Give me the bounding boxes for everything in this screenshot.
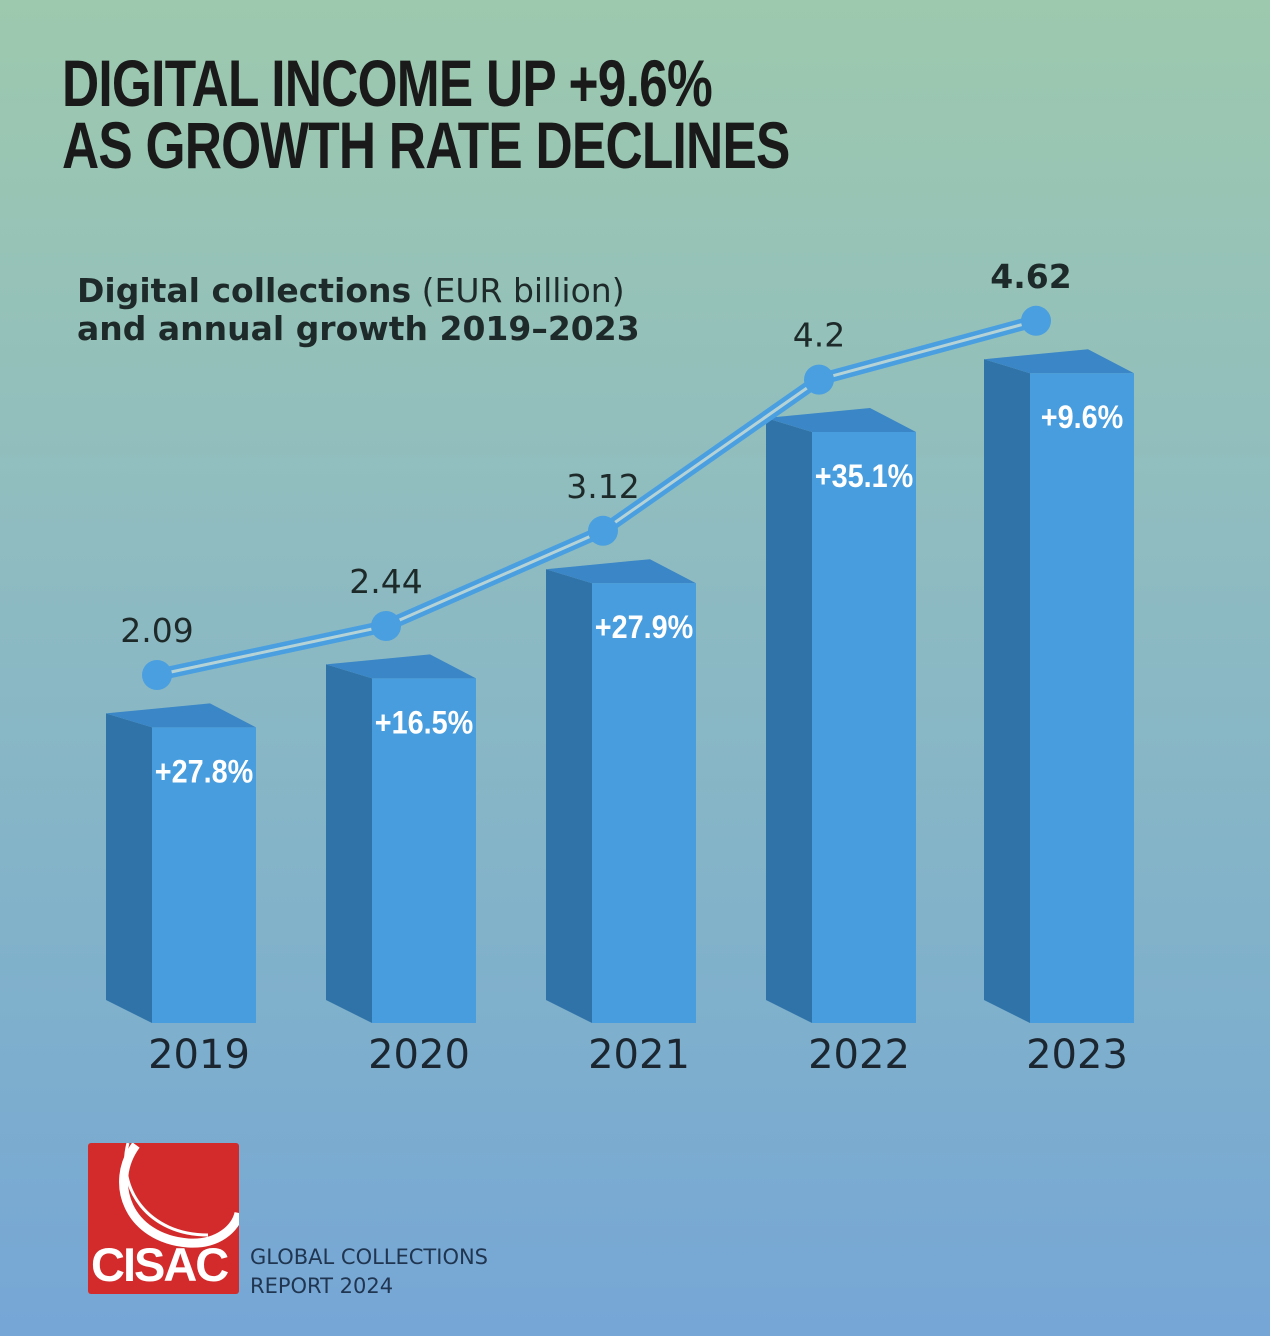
x-tick-label: 2020	[368, 1032, 470, 1078]
growth-label: +27.9%	[595, 610, 693, 646]
bar-top	[546, 559, 696, 584]
data-label: 2.09	[120, 611, 193, 650]
subtitle-unit: (EUR billion)	[411, 271, 625, 310]
data-label: 2.44	[349, 562, 422, 601]
bar-side	[766, 418, 812, 1023]
growth-label: +16.5%	[375, 705, 473, 741]
bar	[1030, 373, 1134, 1023]
subtitle-bold: Digital collections	[77, 271, 412, 310]
report-name: GLOBAL COLLECTIONS REPORT 2024	[250, 1243, 488, 1301]
data-point	[588, 515, 618, 546]
data-point	[804, 364, 834, 395]
bar-side	[546, 569, 592, 1023]
bar-top	[766, 408, 916, 432]
data-point	[371, 611, 401, 641]
report-line-1: GLOBAL COLLECTIONS	[250, 1245, 489, 1269]
cisac-logo: CISAC	[88, 1143, 239, 1294]
title-line-1: DIGITAL INCOME UP +9.6%	[62, 46, 713, 120]
bar-top	[106, 703, 256, 728]
report-line-2: REPORT 2024	[250, 1274, 394, 1298]
title-line-2: AS GROWTH RATE DECLINES	[62, 108, 790, 182]
bar-side	[984, 359, 1030, 1023]
x-tick-label: 2023	[1026, 1032, 1128, 1078]
page-title: DIGITAL INCOME UP +9.6% AS GROWTH RATE D…	[62, 46, 790, 182]
chart-subtitle: Digital collections (EUR billion) and an…	[77, 272, 640, 348]
logo-text: CISAC	[91, 1238, 229, 1291]
growth-label: +27.8%	[155, 754, 253, 790]
bar	[152, 727, 256, 1023]
bar-side	[326, 664, 372, 1023]
bar-top	[984, 349, 1134, 374]
data-label: 3.12	[566, 467, 639, 506]
data-label: 4.62	[990, 257, 1071, 296]
logo-swoosh-icon	[119, 1143, 239, 1248]
bar-top	[326, 654, 476, 679]
bar	[592, 583, 696, 1023]
bar	[372, 678, 476, 1023]
data-point	[142, 660, 172, 690]
bar-side	[106, 713, 152, 1023]
subtitle-line-2: and annual growth 2019–2023	[77, 309, 640, 348]
x-tick-label: 2019	[148, 1032, 250, 1078]
growth-label: +35.1%	[815, 459, 913, 495]
bar	[812, 432, 916, 1023]
x-tick-label: 2021	[588, 1032, 690, 1078]
x-tick-label: 2022	[808, 1032, 910, 1078]
data-point	[1021, 305, 1051, 336]
data-label: 4.2	[793, 316, 845, 355]
growth-label: +9.6%	[1041, 400, 1123, 436]
